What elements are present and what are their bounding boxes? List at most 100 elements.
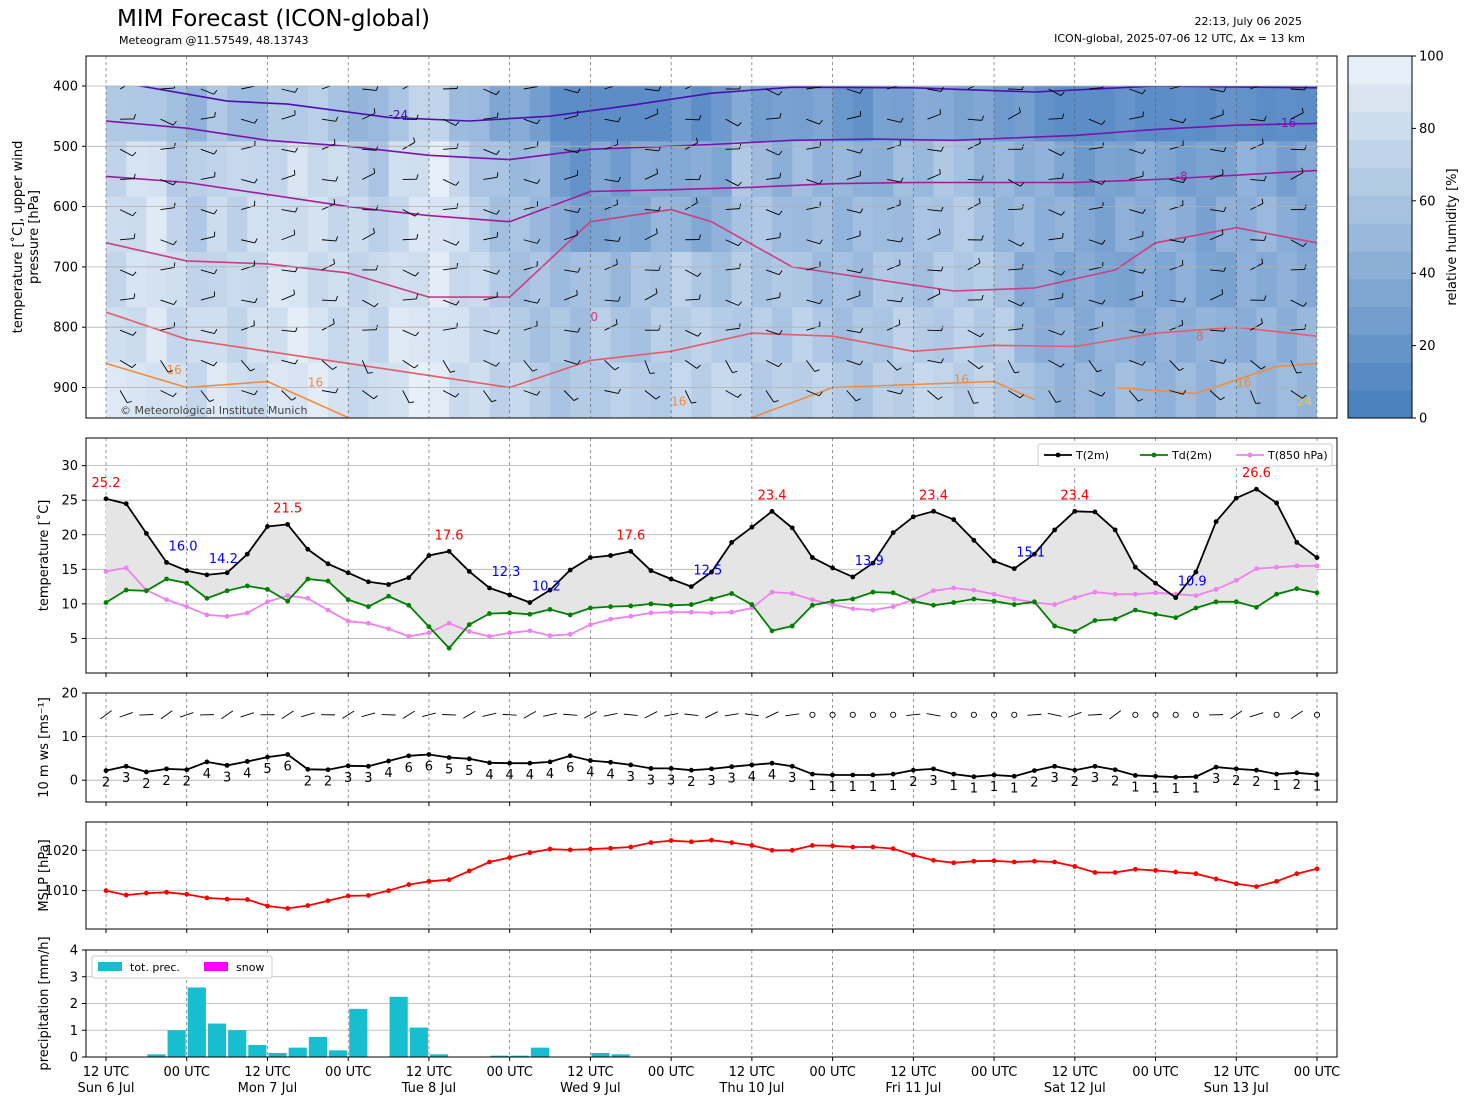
t850-point	[789, 591, 795, 596]
wind-speed-label: 2	[909, 775, 917, 790]
surface-wind-barb	[160, 710, 173, 720]
t2m-point	[567, 567, 573, 573]
wind-barb	[160, 360, 169, 373]
wind-barb	[967, 329, 981, 338]
wind-barb	[604, 144, 618, 150]
precip-bar	[207, 1023, 227, 1057]
wind-barb	[846, 148, 861, 154]
isotherm-line	[1115, 362, 1317, 395]
wind-barb	[362, 112, 376, 120]
humidity-cell	[489, 307, 511, 364]
wind-barb-flag	[738, 301, 742, 306]
wind-barb-flag	[696, 364, 701, 369]
wind-barb-flag	[973, 402, 979, 404]
humidity-cell	[630, 141, 652, 198]
surface-wind-barb	[785, 713, 800, 717]
wind-speed-point	[507, 760, 513, 766]
time-tick-label: 12 UTC	[83, 1065, 129, 1080]
colorbar-band	[1348, 167, 1412, 196]
humidity-cell	[247, 362, 269, 418]
t2m-point	[204, 572, 210, 578]
wind-barb-flag	[132, 151, 137, 157]
time-tick-label: 00 UTC	[971, 1065, 1017, 1080]
wind-barb	[1007, 111, 1021, 120]
humidity-cell	[126, 141, 147, 198]
td2m-point	[527, 611, 533, 617]
isotherm-label: 16	[954, 372, 969, 386]
t2m-point	[1274, 500, 1280, 506]
temperature-legend: T(2m) Td(2m) T(850 hPa)	[1037, 443, 1333, 467]
calm-wind-marker	[1011, 711, 1018, 718]
t850-point	[446, 620, 452, 626]
t2m-point	[931, 508, 936, 514]
humidity-cell	[610, 307, 632, 364]
wind-barb	[846, 329, 861, 334]
td2m-point	[164, 576, 169, 582]
wind-barb	[1249, 390, 1257, 404]
wind-speed-point	[244, 759, 250, 764]
precip-bar	[329, 1050, 348, 1057]
wind-barb	[442, 327, 457, 331]
wind-barb-flag	[737, 393, 742, 398]
t2m-point	[123, 501, 129, 507]
time-tick-label: 00 UTC	[809, 1065, 855, 1080]
wind-barb-flag	[1223, 358, 1227, 364]
humidity-cell	[1216, 141, 1237, 198]
wind-barb	[604, 390, 619, 394]
humidity-cell	[1256, 362, 1278, 418]
humidity-cell	[650, 196, 672, 253]
td2m-point	[870, 589, 876, 595]
mslp-point	[1092, 870, 1098, 875]
day-label: Sun 6 Jul	[78, 1081, 135, 1096]
humidity-cell	[1115, 362, 1136, 418]
wind-speed-label: 2	[304, 774, 312, 789]
wind-barb	[321, 299, 336, 302]
wind-barb-flag	[697, 332, 702, 337]
max-temp-label: 25.2	[92, 476, 121, 491]
wind-barb	[443, 147, 458, 150]
wind-barb-flag	[496, 210, 500, 215]
wind-barb	[442, 360, 451, 373]
humidity-cell	[469, 307, 491, 364]
humidity-cell	[307, 141, 329, 198]
wind-barb-flag	[1304, 324, 1307, 330]
t2m-point	[971, 537, 977, 543]
wind-barb-flag	[373, 395, 378, 400]
humidity-cell	[1054, 252, 1076, 308]
t850-point	[265, 599, 270, 605]
wind-barb	[887, 179, 901, 183]
humidity-cell	[731, 252, 753, 308]
time-tick-label: 00 UTC	[1132, 1065, 1178, 1080]
wind-barb	[927, 293, 941, 301]
wind-barb	[685, 118, 700, 121]
colorbar-band	[1348, 362, 1412, 391]
humidity-cell	[731, 86, 753, 142]
mslp-point	[890, 846, 896, 852]
wind-speed-label: 3	[223, 770, 231, 785]
wind-speed-label: 1	[1272, 779, 1280, 794]
wind-barb	[119, 390, 128, 403]
wind-barb-flag	[617, 117, 621, 123]
humidity-cell	[509, 252, 531, 308]
humidity-cell	[328, 86, 349, 142]
wind-barb	[1048, 390, 1057, 403]
humidity-cell	[469, 196, 491, 253]
isotherm-label: -24	[1156, 75, 1176, 89]
humidity-cell	[550, 362, 571, 418]
wind-barb-flag	[214, 329, 218, 334]
wind-speed-label: 4	[526, 768, 534, 783]
wind-barb-flag	[1062, 113, 1065, 119]
humidity-cell	[933, 196, 955, 253]
td2m-point	[103, 600, 109, 605]
y-tick-label: 1010	[45, 884, 78, 899]
humidity-cell	[630, 307, 652, 364]
wind-barb	[765, 329, 780, 335]
wind-barb-flag	[615, 319, 618, 325]
min-temp-label: 15.1	[1016, 546, 1045, 561]
humidity-cell	[146, 196, 168, 253]
precip-bar	[389, 996, 408, 1057]
t2m-point	[224, 570, 230, 576]
precip-bar	[187, 987, 206, 1057]
wind-barb-flag	[532, 368, 538, 372]
t2m-point	[628, 548, 634, 554]
